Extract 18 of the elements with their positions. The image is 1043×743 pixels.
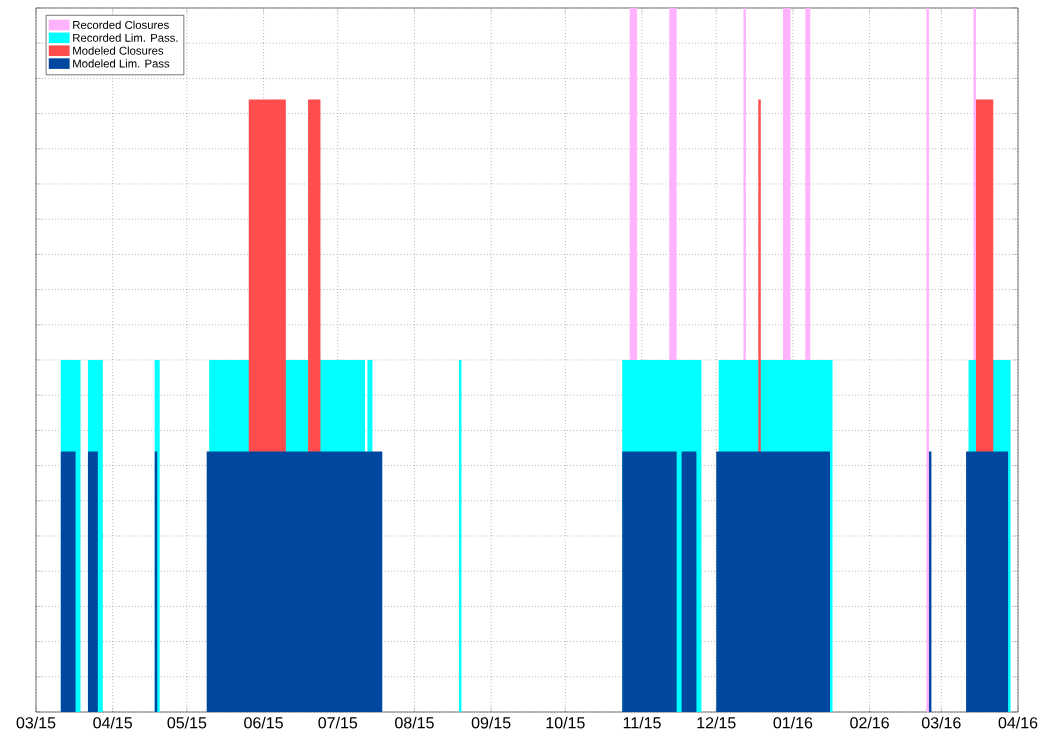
x-tick-label: 01/16: [773, 716, 813, 729]
legend-label: Recorded Lim. Pass.: [73, 33, 178, 42]
x-tick-label: 04/15: [93, 716, 133, 729]
legend-label: Modeled Closures: [73, 46, 164, 55]
x-tick-label: 12/15: [697, 716, 736, 729]
x-tick-label: 05/15: [167, 716, 207, 729]
x-tick-label: 07/15: [318, 716, 358, 729]
x-tick-label: 04/16: [998, 716, 1038, 729]
x-tick-label: 06/15: [244, 716, 283, 729]
x-tick-label: 08/15: [395, 716, 434, 729]
x-tick-label: 09/15: [471, 716, 511, 729]
legend-label: Recorded Closures: [73, 20, 169, 29]
x-tick-label: 03/16: [921, 716, 961, 729]
x-tick-label: 03/15: [16, 716, 56, 729]
legend-label: Modeled Lim. Pass: [73, 59, 170, 68]
x-tick-label: 10/15: [546, 716, 585, 729]
x-tick-label: 02/16: [850, 716, 889, 729]
x-tick-label: 11/15: [623, 716, 661, 729]
